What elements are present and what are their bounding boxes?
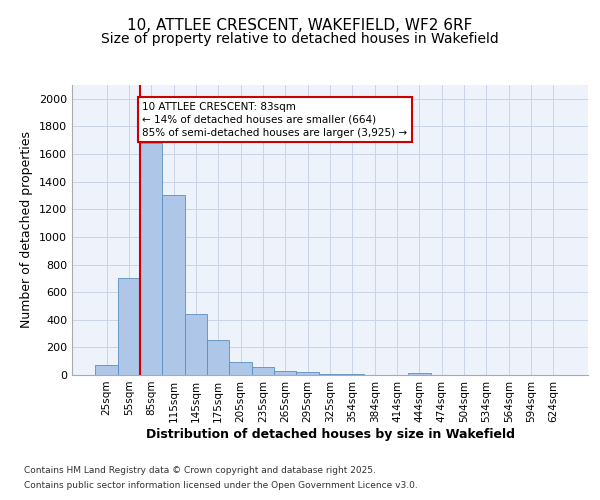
Text: 10, ATTLEE CRESCENT, WAKEFIELD, WF2 6RF: 10, ATTLEE CRESCENT, WAKEFIELD, WF2 6RF xyxy=(127,18,473,32)
Text: 10 ATTLEE CRESCENT: 83sqm
← 14% of detached houses are smaller (664)
85% of semi: 10 ATTLEE CRESCENT: 83sqm ← 14% of detac… xyxy=(142,102,407,138)
Bar xyxy=(95,366,118,375)
X-axis label: Distribution of detached houses by size in Wakefield: Distribution of detached houses by size … xyxy=(146,428,515,440)
Text: Contains public sector information licensed under the Open Government Licence v3: Contains public sector information licen… xyxy=(24,481,418,490)
Bar xyxy=(185,314,207,375)
Y-axis label: Number of detached properties: Number of detached properties xyxy=(20,132,34,328)
Bar xyxy=(408,373,431,375)
Bar xyxy=(296,372,319,375)
Bar xyxy=(341,374,364,375)
Bar xyxy=(118,278,140,375)
Bar xyxy=(319,374,341,375)
Text: Contains HM Land Registry data © Crown copyright and database right 2025.: Contains HM Land Registry data © Crown c… xyxy=(24,466,376,475)
Bar xyxy=(163,196,185,375)
Bar xyxy=(252,368,274,375)
Bar xyxy=(207,340,229,375)
Bar xyxy=(274,371,296,375)
Text: Size of property relative to detached houses in Wakefield: Size of property relative to detached ho… xyxy=(101,32,499,46)
Bar xyxy=(229,362,252,375)
Bar xyxy=(140,143,163,375)
